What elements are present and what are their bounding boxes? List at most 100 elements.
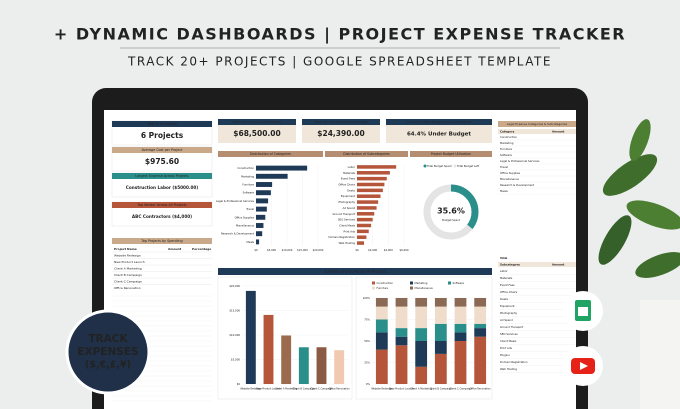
bar-segment [375, 306, 388, 320]
bar [256, 239, 260, 245]
section-title: Distribution of Subcategories [343, 152, 390, 156]
bar-segment [375, 349, 388, 384]
y-tick-label: SEO Services [338, 218, 356, 222]
kpi-label: Total # of Projects [146, 122, 177, 126]
x-tick-label: $20,000 [313, 248, 324, 252]
bar-segment [415, 366, 428, 384]
summary-header [386, 119, 492, 125]
bar [256, 198, 269, 204]
bar-segment [375, 298, 388, 307]
bar [256, 223, 264, 228]
bar-segment [454, 332, 467, 341]
table-header [498, 121, 576, 127]
row-label: Client C Campaign [114, 280, 142, 284]
table-title: Legal Expense Categories & Subcategories [507, 122, 568, 126]
kpi-value: $975.60 [145, 157, 179, 166]
kpi-header [112, 147, 212, 153]
bar-segment [415, 328, 428, 341]
x-tick-label: $2,000 [368, 248, 377, 252]
summary-header [218, 119, 296, 125]
bar [357, 176, 387, 181]
x-tick-label: Client A Marketing [410, 388, 432, 391]
bar [357, 229, 369, 234]
legend-swatch [372, 281, 375, 285]
legend-label: Construction [377, 281, 394, 285]
value-label: 35.6% [437, 207, 465, 216]
bar-segment [434, 353, 447, 384]
badge-text: TRACK [88, 333, 128, 345]
row-label: Miscellaneous [500, 177, 519, 181]
legend-swatch [423, 164, 427, 168]
bar-segment [434, 306, 447, 324]
row-label: Photography [500, 311, 518, 315]
bar-segment [395, 298, 408, 307]
y-tick-label: $5,000 [231, 358, 240, 362]
bar [334, 350, 345, 384]
kpi-header [112, 202, 212, 208]
play [580, 362, 588, 370]
x-tick-label: Office Renovation [470, 388, 492, 391]
column-header: Amount [168, 247, 182, 251]
bar-segment [415, 341, 428, 367]
row-label: Web Hosting [500, 367, 517, 371]
y-tick-label: Miscellaneous [236, 224, 255, 228]
y-tick-label: 50% [364, 339, 370, 343]
table-title: Top Projects by Spending [140, 239, 182, 243]
x-tick-label: Website Redesign [240, 388, 262, 391]
x-tick-label: $10,000 [282, 248, 293, 252]
summary-value: 64.4% Under Budget [407, 132, 471, 138]
bar-segment [454, 306, 467, 324]
bar [256, 173, 288, 179]
legend-swatch [372, 286, 375, 290]
x-tick-label: Client C Campaign [310, 388, 333, 391]
table-header [112, 238, 212, 244]
bar [357, 217, 373, 222]
legend-swatch [410, 286, 413, 290]
kpi-label: Largest Expense Across Projects [135, 174, 188, 178]
legend-label: Software [453, 281, 465, 285]
legend-swatch [448, 281, 451, 285]
bar-segment [395, 336, 408, 346]
row-label: Labor [500, 269, 508, 273]
bar [357, 206, 377, 210]
bar [263, 314, 274, 384]
row-label: Domain Registration [500, 360, 528, 364]
bar [357, 194, 381, 198]
row-label: Client Meals [500, 339, 517, 343]
y-tick-label: Ground Transport [332, 212, 355, 216]
x-tick-label: Client B Campaign [293, 388, 316, 391]
kpi-label: Average Cost per Project [142, 148, 183, 152]
bar [256, 182, 273, 187]
bar-segment [375, 332, 388, 350]
bar-segment [454, 298, 467, 307]
y-tick-label: Furniture [242, 183, 254, 187]
column-band [498, 129, 576, 134]
row-label: New Product Launch [114, 260, 145, 264]
column-header: Subcategory [500, 263, 520, 267]
y-tick-label: Equipment [341, 194, 355, 198]
row-label: Plugins [500, 353, 510, 357]
y-tick-label: Materials [343, 171, 356, 175]
bar-segment [474, 306, 487, 324]
bar [357, 241, 365, 245]
row-label: Meals [500, 189, 508, 193]
bar-segment [474, 328, 487, 337]
row-label: Office Renovation [114, 286, 141, 290]
y-tick-label: Ad Spend [343, 206, 356, 210]
subtitle: TRACK 20+ PROJECTS | GOOGLE SPREADSHEET … [127, 55, 552, 69]
legend-label: Marketing [415, 281, 428, 285]
column-header: Category [500, 130, 514, 134]
x-tick-label: Office Renovation [329, 388, 351, 391]
pot [640, 300, 680, 409]
column-header: Amount [552, 130, 565, 134]
row-label: SEO Services [500, 332, 518, 336]
x-tick-label: $0 [254, 248, 258, 252]
dashboard: Total # of Projects 6 Projects Average Cos… [111, 119, 576, 402]
donut-segment [423, 184, 479, 240]
badge-text: EXPENSES [77, 346, 138, 358]
y-tick-label: Research & Development [221, 232, 254, 236]
kpi-label: Top Vendor Across All Projects [136, 203, 186, 207]
row-label: Print Ads [500, 346, 513, 350]
